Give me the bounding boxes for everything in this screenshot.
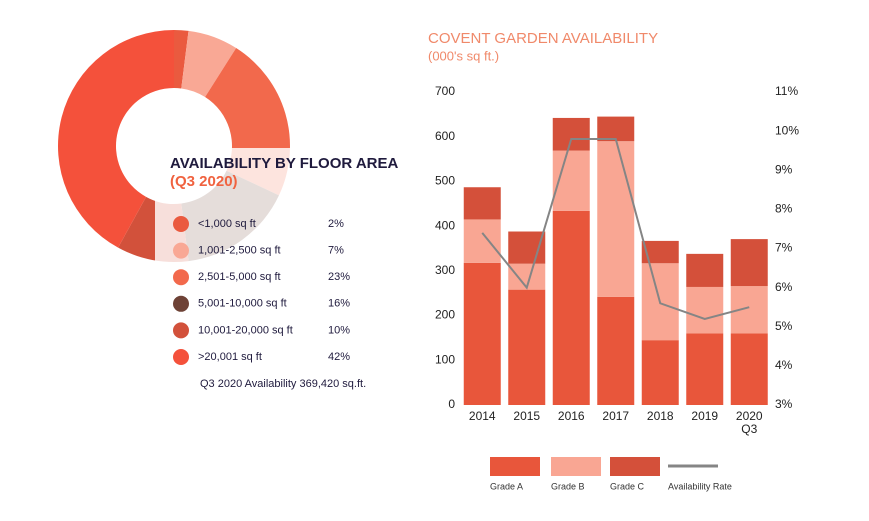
donut-title: AVAILABILITY BY FLOOR AREA: [170, 155, 399, 172]
legend-dot: [173, 349, 189, 365]
legend-label: 1,001-2,500 sq ft: [198, 245, 281, 257]
x-tick-label: 2016: [557, 409, 585, 423]
y-tick-label: 0: [448, 397, 455, 411]
x-tick-label: 2015: [513, 409, 541, 423]
bar-subtitle: (000's sq ft.): [428, 48, 499, 63]
bar-segment: [552, 210, 590, 405]
bar-segment: [552, 117, 590, 151]
legend-dot: [173, 242, 189, 259]
y-tick-label: 600: [435, 129, 455, 143]
y2-tick-label: 11%: [775, 84, 798, 98]
bar-segment: [641, 340, 679, 405]
legend-label: Grade B: [551, 481, 585, 491]
legend-value: 42%: [328, 351, 350, 363]
y-tick-label: 400: [435, 218, 455, 232]
y-tick-label: 200: [435, 308, 455, 322]
y2-tick-label: 3%: [775, 397, 793, 411]
bar-segment: [463, 262, 501, 405]
x-tick-label: 2018: [646, 409, 674, 423]
rate-line: [481, 137, 750, 320]
bar-segment: [686, 286, 724, 334]
legend-value: 2%: [328, 218, 344, 230]
legend-label: >20,001 sq ft: [198, 351, 262, 363]
donut-slice: [57, 30, 174, 248]
donut-annotation: Q3 2020 Availability 369,420 sq.ft.: [200, 378, 366, 390]
y-tick-label: 500: [435, 174, 455, 188]
y2-tick-label: 5%: [775, 319, 793, 333]
y2-tick-label: 10%: [775, 123, 799, 137]
legend-label: 5,001-10,000 sq ft: [198, 298, 287, 310]
legend-label: 10,001-20,000 sq ft: [198, 324, 293, 336]
legend-panel: [155, 148, 395, 398]
bar-segment: [597, 296, 635, 405]
bar-segment: [686, 333, 724, 405]
legend-value: 16%: [328, 298, 350, 310]
legend-swatch: [610, 457, 660, 476]
x-tick-label: 2020 Q3: [735, 409, 763, 436]
legend-swatch: [490, 457, 540, 476]
x-tick-label: 2019: [691, 409, 719, 423]
bar-segment: [730, 333, 768, 405]
y-tick-label: 700: [435, 84, 455, 98]
bar-segment: [508, 289, 546, 405]
y2-tick-label: 9%: [775, 162, 793, 176]
x-tick-label: 2017: [602, 409, 630, 423]
y-tick-label: 300: [435, 263, 455, 277]
bar-segment: [597, 116, 635, 142]
bar-segment: [597, 141, 635, 297]
bar-segment: [730, 239, 768, 287]
y2-tick-label: 8%: [775, 202, 793, 216]
donut-subtitle: (Q3 2020): [170, 173, 238, 190]
legend-dot: [173, 269, 189, 286]
legend-label: Availability Rate: [668, 481, 732, 491]
donut-slice: [174, 30, 189, 89]
legend-value: 10%: [328, 324, 350, 336]
bar-segment: [463, 219, 501, 263]
legend-swatch: [551, 457, 601, 476]
y2-tick-label: 6%: [775, 280, 793, 294]
legend-value: 7%: [328, 245, 344, 257]
bar-segment: [463, 187, 501, 220]
bar-segment: [686, 253, 724, 287]
legend-label: Grade C: [610, 481, 645, 491]
legend-dot: [173, 216, 189, 232]
legend-value: 23%: [328, 271, 350, 283]
y2-tick-label: 4%: [775, 358, 793, 372]
x-tick-label: 2014: [468, 409, 496, 423]
legend-dot: [173, 322, 189, 339]
legend-dot: [173, 295, 189, 312]
bar-title: COVENT GARDEN AVAILABILITY: [428, 30, 658, 47]
bar-segment: [641, 240, 679, 264]
legend-label: Grade A: [490, 481, 523, 491]
y-tick-label: 100: [435, 352, 455, 366]
legend-label: <1,000 sq ft: [198, 218, 256, 230]
donut-slice: [181, 30, 237, 98]
y2-tick-label: 7%: [775, 241, 793, 255]
legend-label: 2,501-5,000 sq ft: [198, 271, 281, 283]
